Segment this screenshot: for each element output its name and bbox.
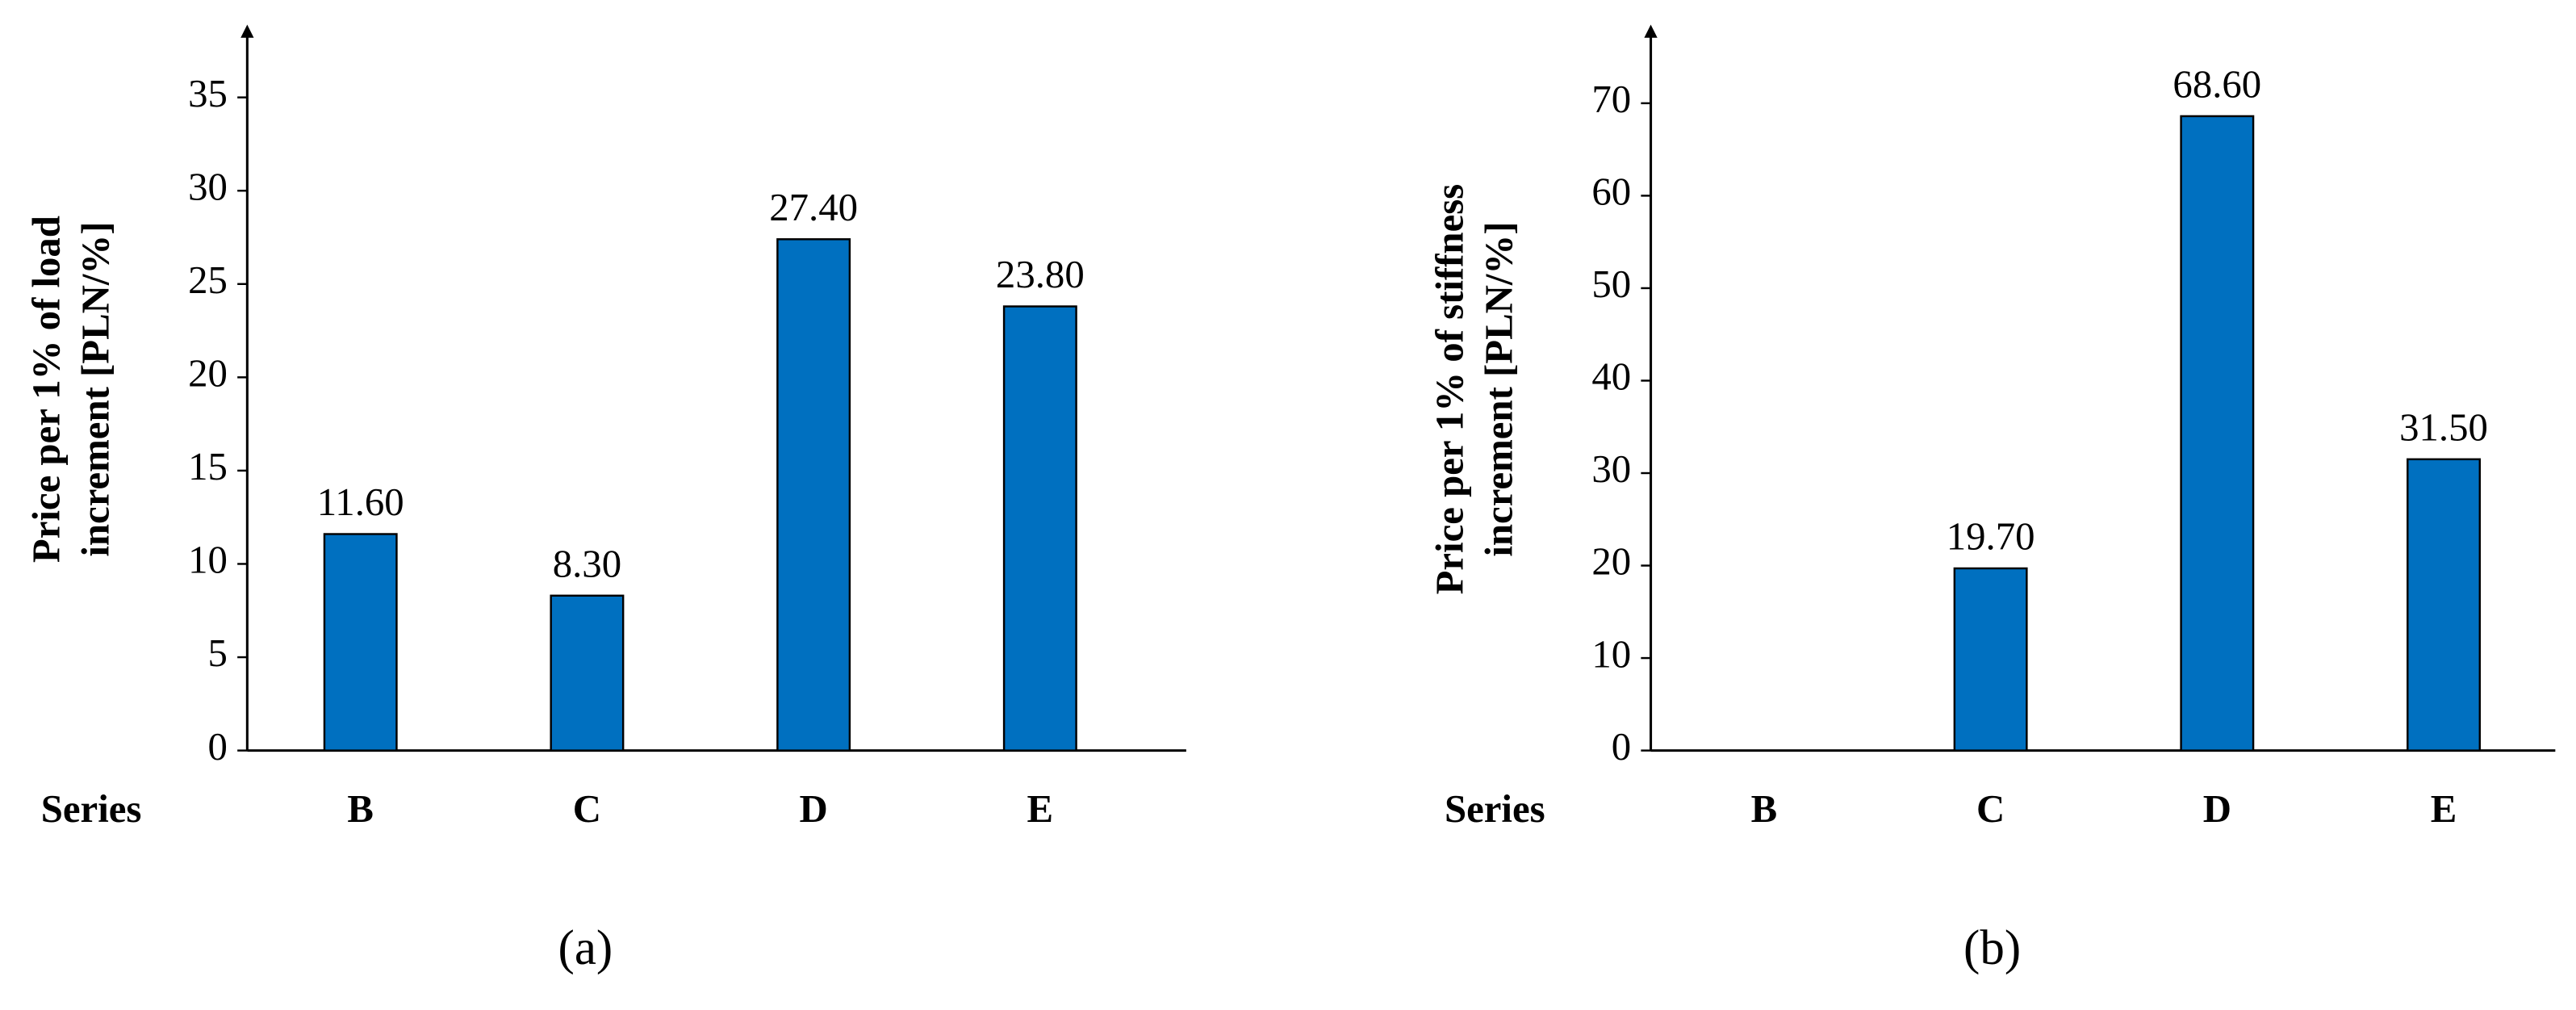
bar [550,594,625,752]
bar [1953,567,2028,752]
y-tick-label: 50 [1591,262,1631,306]
axis-arrow [240,24,254,38]
value-label: 68.60 [2172,63,2261,107]
x-tick-label: E [1027,787,1054,831]
y-axis-label: Price per 1% of load [24,216,68,563]
y-tick-label: 30 [188,165,228,208]
y-tick-label: 20 [188,352,228,396]
panel-label: (a) [558,921,613,975]
x-tick-label: B [347,787,374,831]
y-tick-label: 20 [1591,540,1631,584]
axis-arrow [1644,24,1658,38]
value-label: 19.70 [1947,515,2035,559]
y-tick-label: 0 [208,725,228,769]
bar [1002,305,1077,752]
y-tick-label: 60 [1591,170,1631,214]
y-tick-label: 35 [188,72,228,115]
x-axis-label: Series [1445,787,1545,831]
bar [2407,458,2482,752]
x-tick-label: C [573,787,601,831]
y-tick-label: 5 [208,631,228,675]
x-tick-label: B [1751,787,1778,831]
bar [323,533,398,752]
y-axis-label: increment [PLN/%] [1478,222,1521,557]
y-tick-label: 10 [1591,632,1631,676]
bar [776,238,851,752]
y-axis-label: increment [PLN/%] [73,222,117,557]
y-tick-label: 30 [1591,447,1631,491]
y-tick-label: 0 [1612,725,1631,769]
y-tick-label: 70 [1591,78,1631,121]
x-tick-label: C [1976,787,2005,831]
y-tick-label: 15 [188,445,228,488]
x-tick-label: D [2203,787,2231,831]
y-tick-label: 40 [1591,355,1631,399]
value-label: 8.30 [553,542,621,585]
y-tick-label: 10 [188,539,228,582]
value-label: 31.50 [2399,405,2488,449]
panel-label: (b) [1963,921,2021,975]
value-label: 11.60 [317,480,404,524]
y-tick-label: 25 [188,258,228,302]
value-label: 23.80 [996,253,1085,296]
x-axis-label: Series [41,787,142,831]
bar [2180,115,2255,752]
y-axis-label: Price per 1% of stiffness [1428,184,1472,595]
x-tick-label: D [800,787,828,831]
value-label: 27.40 [769,186,858,229]
x-tick-label: E [2431,787,2457,831]
